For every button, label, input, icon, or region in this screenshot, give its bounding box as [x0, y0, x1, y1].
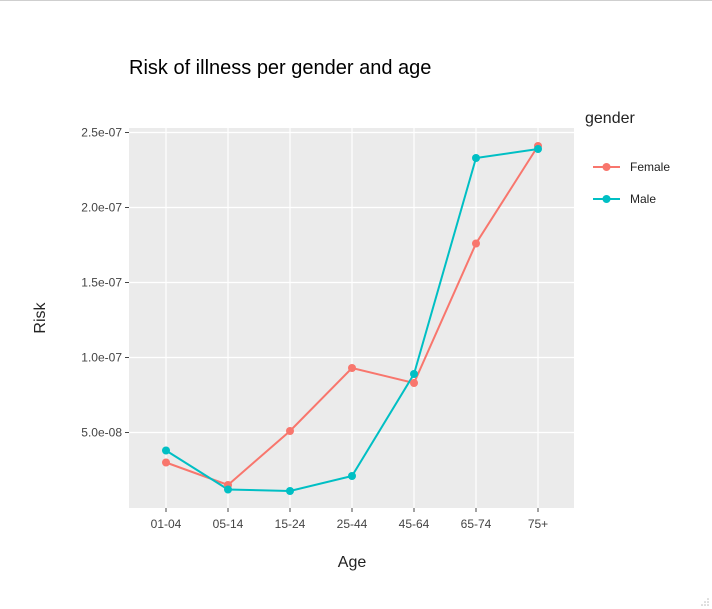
legend-key-point: [602, 195, 611, 203]
data-point-female[interactable]: [162, 458, 170, 467]
data-point-male[interactable]: [224, 485, 232, 494]
y-tick-label: 2.0e-07: [81, 201, 122, 215]
chart-title: Risk of illness per gender and age: [129, 57, 431, 79]
x-axis-title: Age: [338, 554, 367, 571]
data-point-male[interactable]: [534, 145, 542, 153]
y-axis-title: Risk: [32, 301, 49, 333]
legend: gender Female Male: [585, 110, 670, 206]
data-point-male[interactable]: [472, 154, 480, 162]
data-point-female[interactable]: [472, 239, 480, 248]
y-tick-label: 1.5e-07: [81, 276, 122, 290]
legend-label-female: Female: [630, 160, 670, 174]
x-tick-label: 75+: [528, 517, 548, 531]
data-point-male[interactable]: [286, 487, 294, 495]
window-top-border: [0, 0, 712, 1]
data-point-male[interactable]: [348, 472, 356, 480]
data-point-female[interactable]: [348, 364, 356, 372]
data-point-female[interactable]: [410, 379, 418, 387]
x-tick-label: 25-44: [337, 517, 368, 531]
resize-grip-icon[interactable]: [700, 597, 710, 607]
y-tick-label: 1.0e-07: [81, 351, 122, 365]
x-tick-label: 15-24: [275, 517, 306, 531]
grid-major: [129, 128, 574, 508]
x-tick-label: 45-64: [399, 517, 430, 531]
legend-label-male: Male: [630, 192, 656, 206]
y-tick-label: 2.5e-07: [81, 126, 122, 140]
legend-key-point: [602, 163, 611, 171]
x-axis: 01-04 05-14 15-24 25-44 45-64 65-74 75+: [151, 508, 548, 531]
data-point-male[interactable]: [162, 446, 170, 455]
x-tick-label: 05-14: [213, 517, 244, 531]
x-tick-label: 01-04: [151, 517, 182, 531]
x-tick-label: 65-74: [461, 517, 492, 531]
series-layer: [162, 142, 542, 495]
legend-title: gender: [585, 110, 635, 127]
data-point-male[interactable]: [410, 370, 418, 378]
data-point-female[interactable]: [286, 427, 294, 435]
y-tick-label: 5.0e-08: [81, 426, 122, 440]
y-axis: 5.0e-08 1.0e-07 1.5e-07 2.0e-07 2.5e-07: [81, 126, 129, 440]
